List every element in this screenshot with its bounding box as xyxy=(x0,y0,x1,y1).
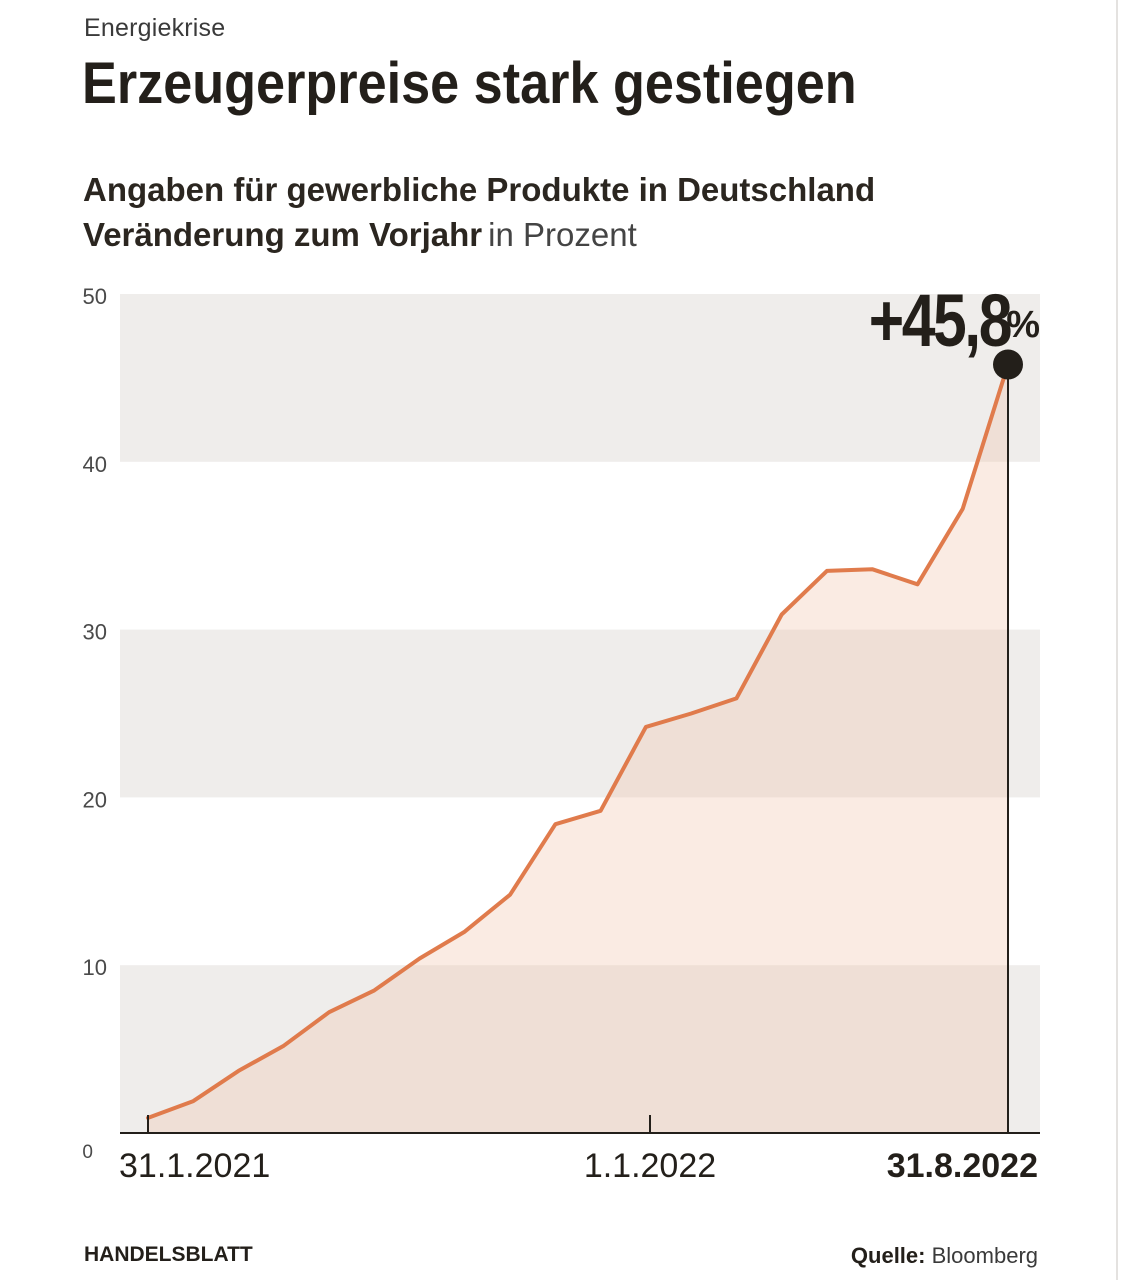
line-chart: 0 10 20 30 40 50 31.1.2021 1.1.2022 31.8.2022 +45… xyxy=(82,280,1040,1185)
data-point xyxy=(553,822,557,826)
subtitle-measure: Veränderung zum Vorjahr in Prozent xyxy=(83,216,637,254)
subtitle-measure-label: Veränderung zum Vorjahr xyxy=(83,216,483,253)
source-label: Quelle: xyxy=(850,1243,926,1268)
y-tick-label: 0 xyxy=(82,1142,93,1163)
data-point xyxy=(463,930,467,934)
highlight-unit-label: % xyxy=(1006,304,1040,346)
highlight-marker xyxy=(993,349,1023,380)
x-tick-label: 31.1.2021 xyxy=(119,1147,270,1185)
source-value: Bloomberg xyxy=(931,1243,1038,1268)
subtitle-unit: in Prozent xyxy=(488,216,637,253)
y-tick-label: 40 xyxy=(83,452,107,477)
series-line xyxy=(146,362,1010,1120)
right-divider xyxy=(1116,0,1118,1280)
data-point xyxy=(508,893,512,897)
data-point xyxy=(418,957,422,961)
grid-band xyxy=(120,294,1040,462)
data-point xyxy=(191,1099,195,1103)
y-tick-label: 10 xyxy=(83,955,107,980)
grid-band xyxy=(120,965,1040,1133)
y-tick-label: 20 xyxy=(83,787,107,812)
headline: Erzeugerpreise stark gestiegen xyxy=(82,51,857,116)
grid-band xyxy=(120,629,1040,798)
data-point xyxy=(689,712,693,716)
data-point xyxy=(237,1069,241,1073)
y-tick-label: 30 xyxy=(83,620,107,645)
subtitle: Angaben für gewerbliche Produkte in Deut… xyxy=(83,171,876,208)
data-point xyxy=(282,1044,286,1048)
highlight-value-label: +45,8 xyxy=(869,280,1011,362)
data-point xyxy=(327,1010,331,1014)
source-note: Quelle: Bloomberg xyxy=(851,1243,1038,1269)
kicker: Energiekrise xyxy=(84,14,226,42)
data-point xyxy=(644,725,648,729)
data-point xyxy=(825,569,829,573)
x-tick-label: 1.1.2022 xyxy=(584,1147,716,1185)
data-point xyxy=(599,809,603,813)
data-point xyxy=(734,696,738,700)
data-point xyxy=(780,613,784,617)
brand-name: HANDELSBLATT xyxy=(84,1243,253,1266)
y-tick-label: 50 xyxy=(83,284,107,309)
data-point xyxy=(870,567,874,571)
area-fill xyxy=(148,364,1008,1133)
data-point xyxy=(372,988,376,992)
data-point xyxy=(916,582,920,586)
data-point xyxy=(961,507,965,511)
x-tick-label: 31.8.2022 xyxy=(887,1147,1038,1185)
